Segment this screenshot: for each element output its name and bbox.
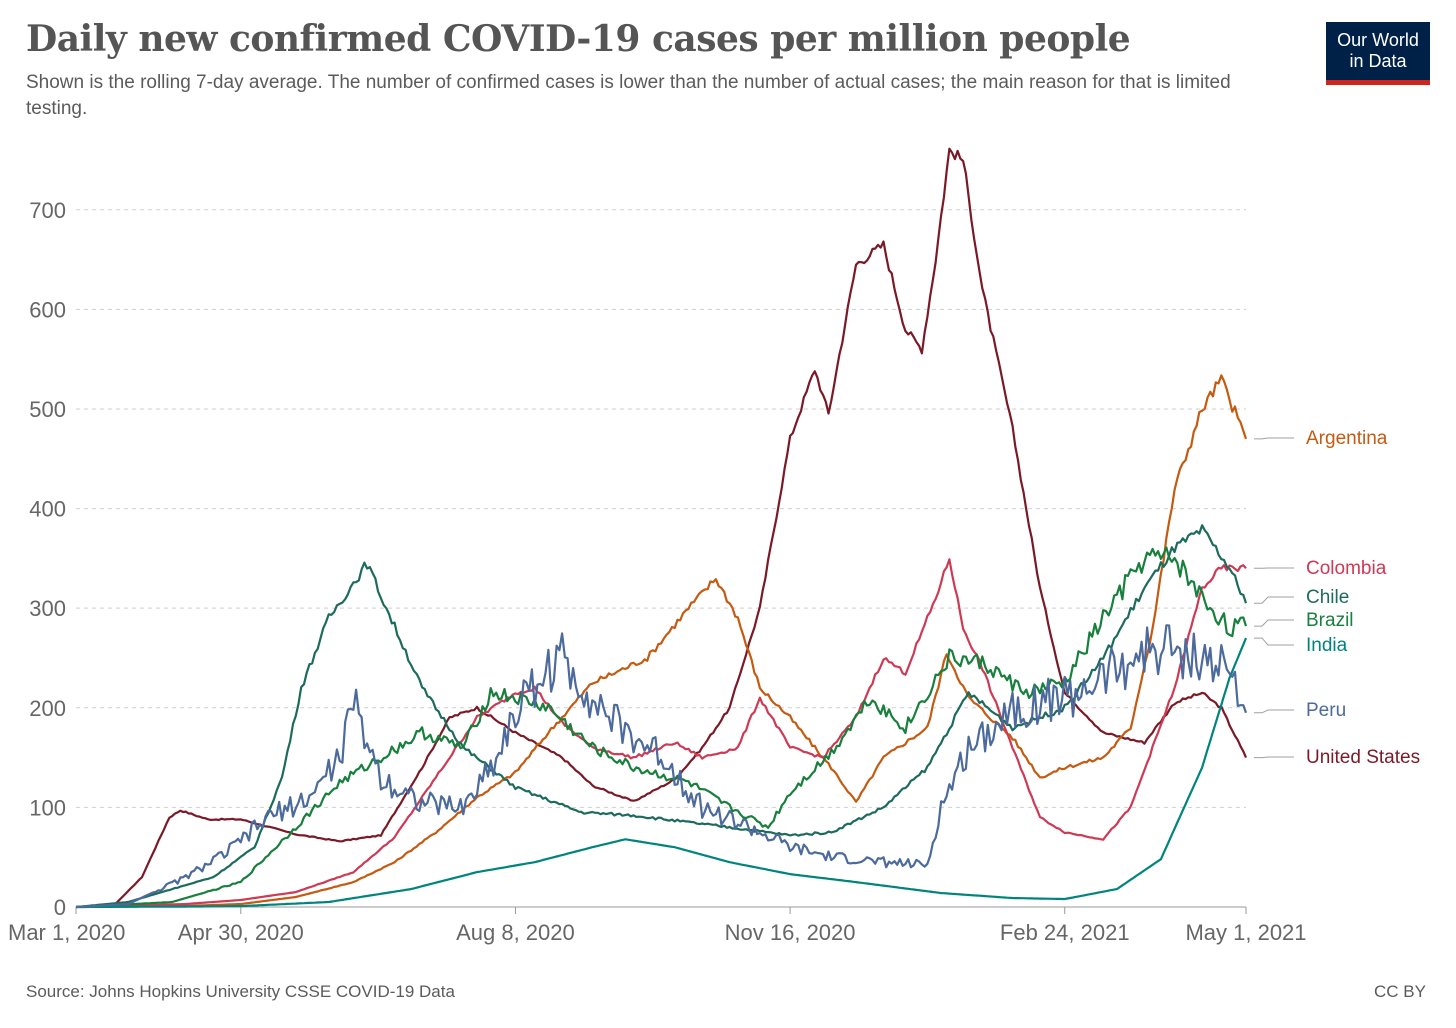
y-tick-label: 500 <box>29 397 66 422</box>
y-tick-label: 700 <box>29 198 66 223</box>
source-note: Source: Johns Hopkins University CSSE CO… <box>26 982 455 1001</box>
series-line-peru[interactable] <box>75 624 1248 909</box>
label-connector-argentina <box>1254 437 1294 440</box>
x-tick-label: Apr 30, 2020 <box>178 920 304 945</box>
series-label-argentina[interactable]: Argentina <box>1306 428 1388 449</box>
x-tick-label: May 1, 2021 <box>1185 920 1306 945</box>
label-connector-united-states <box>1254 756 1294 759</box>
logo-line-1: Our World <box>1337 30 1419 50</box>
y-tick-label: 600 <box>29 297 66 322</box>
logo-line-2: in Data <box>1349 51 1407 71</box>
series-label-peru[interactable]: Peru <box>1306 700 1346 721</box>
series-label-united-states[interactable]: United States <box>1306 747 1420 768</box>
label-connector-brazil <box>1254 619 1294 627</box>
series-label-chile[interactable]: Chile <box>1306 587 1349 608</box>
label-connector-chile <box>1254 596 1294 604</box>
x-tick-label: Feb 24, 2021 <box>1000 920 1130 945</box>
y-tick-label: 200 <box>29 696 66 721</box>
series-line-united-states[interactable] <box>75 147 1248 909</box>
x-tick-label: Nov 16, 2020 <box>725 920 856 945</box>
owid-logo[interactable]: Our World in Data <box>1326 22 1430 85</box>
label-connector-india <box>1254 637 1294 646</box>
y-tick-label: 0 <box>54 895 66 920</box>
series-line-india[interactable] <box>76 637 1248 909</box>
series-line-brazil[interactable] <box>75 546 1248 909</box>
y-tick-label: 400 <box>29 497 66 522</box>
chart-title: Daily new confirmed COVID-19 cases per m… <box>26 18 1131 60</box>
x-tick-label: Aug 8, 2020 <box>456 920 575 945</box>
series-label-india[interactable]: India <box>1306 635 1348 656</box>
x-tick-label: Mar 1, 2020 <box>8 920 125 945</box>
license-note: CC BY <box>1374 982 1426 1001</box>
label-connector-peru <box>1254 709 1294 714</box>
y-tick-label: 100 <box>29 795 66 820</box>
series-label-brazil[interactable]: Brazil <box>1306 610 1354 631</box>
chart-subtitle: Shown is the rolling 7-day average. The … <box>26 72 1231 119</box>
series-label-colombia[interactable]: Colombia <box>1306 558 1387 579</box>
series-line-chile[interactable] <box>75 524 1248 909</box>
y-tick-label: 300 <box>29 596 66 621</box>
series-line-colombia[interactable] <box>75 558 1247 909</box>
series-line-argentina[interactable] <box>76 374 1248 909</box>
